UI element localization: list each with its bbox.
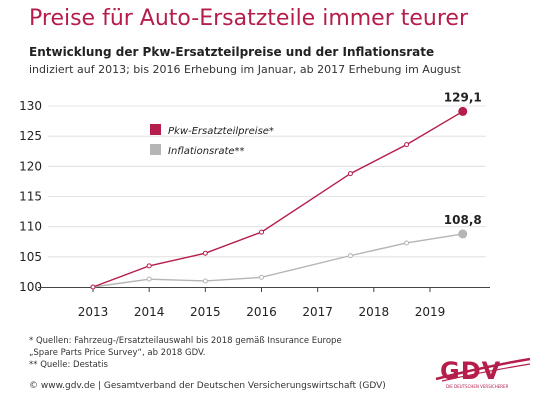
x-tick-label: 2018 — [359, 305, 390, 319]
legend-label: Inflationsrate** — [168, 146, 245, 157]
chart-grid — [48, 105, 486, 258]
footnotes: * Quellen: Fahrzeug-/Ersatzteilauswahl b… — [29, 335, 342, 371]
x-tick-label: 2017 — [302, 305, 333, 319]
logo-subtext: DIE DEUTSCHEN VERSICHERER — [446, 384, 509, 389]
chart-series: 108,8 129,1 — [90, 90, 482, 290]
data-point — [259, 274, 264, 280]
data-point — [90, 284, 96, 290]
footnote-3: ** Quelle: Destatis — [29, 360, 108, 370]
y-tick-label: 125 — [19, 129, 42, 143]
y-tick-label: 115 — [19, 190, 42, 204]
y-axis: 100 105 110 115 120 125 130 — [19, 99, 42, 294]
data-point — [404, 142, 410, 148]
x-tick-label: 2019 — [415, 305, 446, 319]
legend-swatch — [150, 144, 161, 155]
footnote-1: * Quellen: Fahrzeug-/Ersatzteilauswahl b… — [29, 336, 342, 346]
page-title: Preise für Auto-Ersatzteile immer teurer — [29, 6, 469, 31]
end-value-label: 129,1 — [444, 90, 482, 104]
series-end-marker — [458, 229, 468, 239]
gdv-logo[interactable]: GDV DIE DEUTSCHEN VERSICHERER — [432, 357, 532, 397]
x-tick-label: 2013 — [78, 305, 109, 319]
end-value-label: 108,8 — [444, 213, 482, 227]
legend-swatch — [150, 124, 161, 135]
chart-subtitle: Entwicklung der Pkw-Ersatzteilpreise und… — [29, 45, 435, 59]
series-line-0 — [92, 110, 464, 288]
x-tick-label: 2015 — [190, 305, 221, 319]
data-point — [146, 263, 152, 269]
data-point — [202, 278, 208, 284]
footnote-2: „Spare Parts Price Survey“, ab 2018 GDV. — [29, 348, 206, 358]
data-point — [347, 171, 353, 177]
y-tick-label: 110 — [19, 220, 42, 234]
y-tick-label: 105 — [19, 250, 42, 264]
y-tick-label: 100 — [19, 280, 42, 294]
copyright-line: © www.gdv.de | Gesamtverband der Deutsch… — [29, 381, 386, 391]
legend-label: Pkw-Ersatzteilpreise* — [168, 126, 274, 137]
x-axis: 2013 2014 2015 2016 2017 2018 2019 — [38, 287, 490, 319]
y-tick-label: 120 — [19, 159, 42, 173]
chart-note: indiziert auf 2013; bis 2016 Erhebung im… — [29, 63, 461, 76]
series-end-marker — [458, 106, 468, 116]
data-point — [404, 240, 410, 246]
y-tick-label: 130 — [19, 99, 42, 113]
x-tick-label: 2016 — [246, 305, 277, 319]
logo-text: GDV — [440, 357, 502, 385]
data-point — [202, 250, 208, 256]
data-point — [347, 253, 353, 259]
data-point — [259, 229, 264, 235]
x-tick-label: 2014 — [134, 305, 165, 319]
data-point — [146, 276, 152, 282]
logo-swoosh-icon — [435, 357, 531, 382]
chart-legend: Pkw-Ersatzteilpreise* Inflationsrate** — [150, 124, 274, 157]
